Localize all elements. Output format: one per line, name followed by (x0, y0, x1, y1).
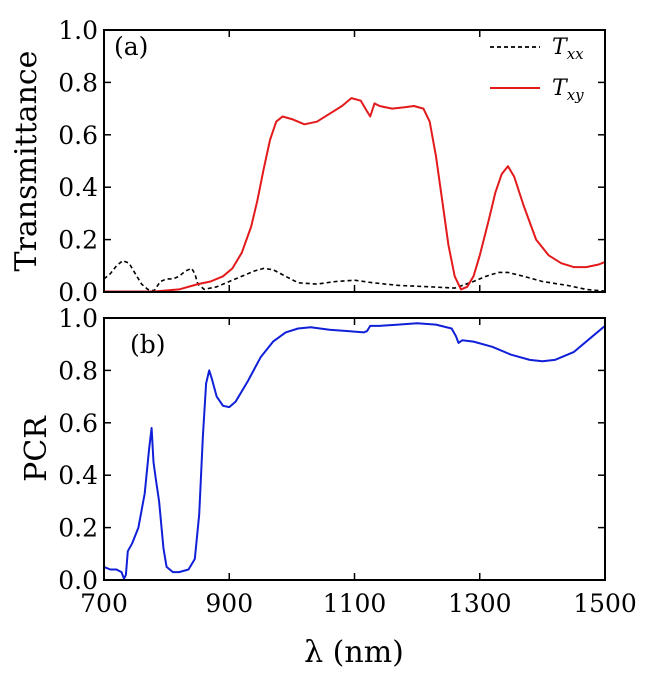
y-tick-label: 0.6 (58, 409, 98, 438)
panel-b-label: (b) (130, 330, 166, 359)
y-tick-label: 0.4 (58, 173, 98, 202)
panel-b-ticks: 700 900 1100 1300 1500 0.0 0.2 0.4 0.6 0.8 1.0 (58, 304, 637, 618)
panel-a-frame (103, 29, 606, 293)
legend-label-txy: Txy (552, 76, 584, 104)
legend-label-txx: Txx (552, 35, 584, 63)
panel-a-ticks: 0.0 0.2 0.4 0.6 0.8 1.0 (58, 16, 606, 307)
panel-a-plot-area (103, 97, 606, 293)
x-tick-label: 1500 (573, 589, 637, 618)
panel-a: 0.0 0.2 0.4 0.6 0.8 1.0 (a) Transmittance Txx… (9, 16, 606, 307)
series-line-a-1 (104, 97, 606, 293)
x-tick-label: 700 (80, 589, 128, 618)
y-tick-label: 0.2 (58, 514, 98, 543)
y-tick-label: 1.0 (58, 16, 98, 45)
panel-b: 700 900 1100 1300 1500 0.0 0.2 0.4 0.6 0.8 1.0 (b)… (19, 304, 637, 670)
panel-b-plot-area (103, 322, 606, 580)
x-tick-label: 1100 (323, 589, 387, 618)
y-tick-label: 0.2 (58, 226, 98, 255)
series-line-b-0 (103, 322, 606, 580)
panel-a-y-axis-label: Transmittance (9, 51, 44, 272)
x-tick-label: 1300 (448, 589, 512, 618)
series-line-a-0 (103, 259, 606, 292)
panel-b-y-axis-label: PCR (19, 415, 54, 482)
panel-b-frame (103, 317, 606, 581)
legend: Txx Txy (490, 35, 584, 104)
y-tick-label: 0.6 (58, 121, 98, 150)
y-tick-label: 0.8 (58, 68, 98, 97)
y-tick-label: 0.8 (58, 356, 98, 385)
x-axis-label: λ (nm) (304, 635, 404, 670)
x-tick-label: 900 (205, 589, 253, 618)
panel-a-label: (a) (114, 32, 148, 61)
y-tick-label: 0.0 (58, 566, 98, 595)
y-tick-label: 0.0 (58, 278, 98, 307)
y-tick-label: 0.4 (58, 461, 98, 490)
y-tick-label: 1.0 (58, 304, 98, 333)
